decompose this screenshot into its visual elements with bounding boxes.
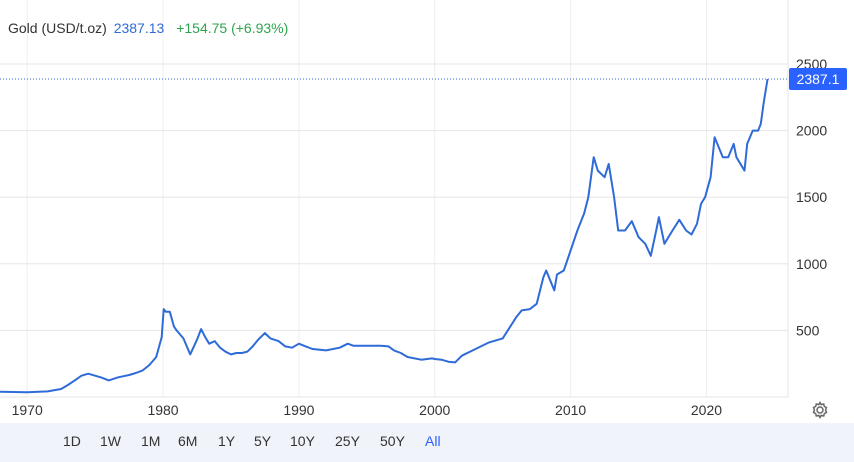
range-button-1d[interactable]: 1D (63, 433, 81, 449)
x-tick-label-2010: 2010 (555, 402, 586, 418)
x-tick-label-1990: 1990 (283, 402, 314, 418)
horizontal-grid (0, 63, 788, 331)
range-button-50y[interactable]: 50Y (380, 433, 405, 449)
current-price: 2387.13 (113, 20, 165, 36)
range-button-1y[interactable]: 1Y (218, 433, 236, 449)
y-tick-labels: 500 1000 1500 2000 2500 (796, 56, 827, 338)
last-price-badge: 2387.1 (789, 68, 847, 91)
range-button-10y[interactable]: 10Y (290, 433, 315, 449)
gear-icon[interactable] (810, 400, 830, 420)
series-line-gold (0, 78, 769, 394)
instrument-name: Gold (USD/t.oz) (8, 20, 107, 36)
y-tick-label-1500: 1500 (796, 189, 827, 205)
price-chart: 500 1000 1500 2000 2500 1970 1980 1990 2000 2010… (0, 0, 827, 418)
x-tick-label-2020: 2020 (691, 402, 722, 418)
range-button-all[interactable]: All (425, 433, 441, 449)
x-tick-label-1970: 1970 (12, 402, 43, 418)
range-button-5y[interactable]: 5Y (254, 433, 272, 449)
y-tick-label-2000: 2000 (796, 123, 827, 139)
vertical-grid (26, 0, 707, 397)
range-button-6m[interactable]: 6M (178, 433, 198, 449)
range-button-1m[interactable]: 1M (141, 433, 161, 449)
time-range-bar: 1D 1W 1M 6M 1Y 5Y 10Y 25Y 50Y All (0, 423, 854, 462)
range-button-25y[interactable]: 25Y (335, 433, 360, 449)
price-change: +154.75 (+6.93%) (176, 20, 289, 36)
x-tick-labels: 1970 1980 1990 2000 2010 2020 (12, 402, 723, 418)
x-tick-label-2000: 2000 (419, 402, 450, 418)
y-tick-label-2500: 2500 (796, 56, 827, 72)
y-tick-label-500: 500 (796, 322, 820, 338)
chart-header: Gold (USD/t.oz) 2387.13 +154.75 (+6.93%) (8, 20, 288, 36)
x-tick-label-1980: 1980 (147, 402, 178, 418)
range-button-1w[interactable]: 1W (100, 433, 121, 449)
y-tick-label-1000: 1000 (796, 256, 827, 272)
